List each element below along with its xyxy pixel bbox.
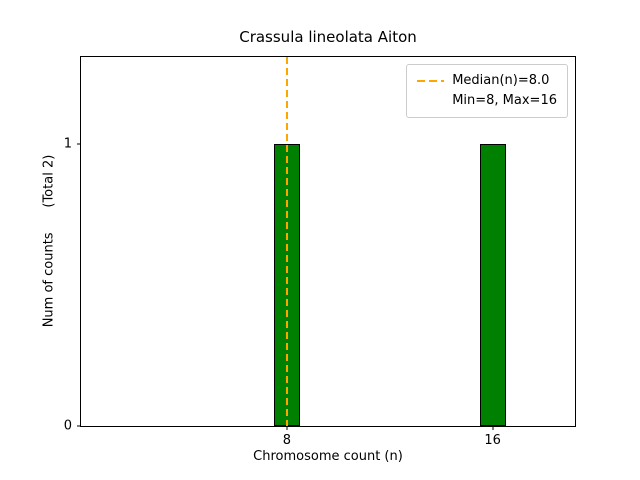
y-axis-label: Num of counts (Total 2) bbox=[41, 154, 57, 328]
x-tick-mark bbox=[286, 426, 288, 430]
legend-label-median: Median(n)=8.0 bbox=[452, 73, 550, 88]
legend: Median(n)=8.0 Min=8, Max=16 bbox=[406, 64, 568, 118]
dashed-line-icon bbox=[417, 80, 445, 82]
bar bbox=[479, 144, 506, 426]
x-tick-mark bbox=[492, 426, 494, 430]
y-tick-label: 0 bbox=[63, 418, 72, 434]
x-tick-label: 8 bbox=[282, 433, 291, 448]
chart-title: Crassula lineolata Aiton bbox=[239, 28, 417, 46]
y-tick-mark bbox=[77, 425, 81, 427]
legend-label-minmax: Min=8, Max=16 bbox=[452, 93, 557, 108]
x-tick-label: 16 bbox=[484, 433, 501, 448]
x-axis-label: Chromosome count (n) bbox=[253, 449, 403, 464]
median-line bbox=[285, 57, 288, 426]
plot-area: Median(n)=8.0 Min=8, Max=16 8 16 0 1 bbox=[64, 56, 576, 448]
y-tick-mark bbox=[77, 143, 81, 145]
legend-entry-median: Median(n)=8.0 bbox=[417, 71, 557, 91]
y-tick-label: 1 bbox=[63, 136, 72, 152]
legend-sample-spacer bbox=[417, 100, 444, 102]
legend-entry-minmax: Min=8, Max=16 bbox=[417, 91, 557, 111]
